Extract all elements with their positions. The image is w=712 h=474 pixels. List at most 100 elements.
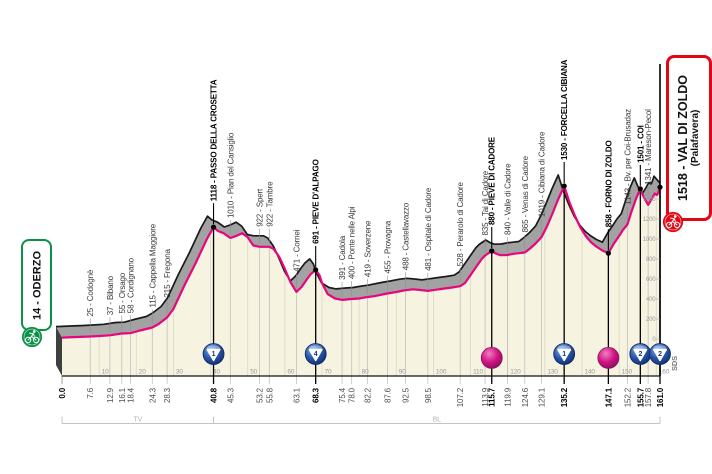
waypoint-label: 400 - Ponte nelle Alpi	[348, 206, 357, 279]
waypoint-label: 1010 - Pian del Cansiglio	[226, 132, 235, 218]
waypoint-label: 1019 - Cibiana di Cadore	[538, 131, 547, 217]
waypoint-label: 835 - Tai di Cadore	[481, 170, 490, 235]
gpm-category-number: 1	[562, 351, 566, 358]
distance-label: 12.9	[106, 387, 115, 403]
gpm-category-number: 2	[638, 351, 642, 358]
distance-label: 68.3	[312, 387, 321, 403]
finish-cyclist-icon	[662, 211, 684, 233]
y-axis-tick-label: 1400	[643, 197, 657, 203]
x-axis-tick-label: 40	[213, 369, 220, 376]
sprint-circle	[597, 347, 620, 369]
x-axis-tick-label: 30	[176, 369, 183, 376]
gpm-triangle	[557, 348, 572, 362]
gpm-triangle	[653, 348, 667, 362]
waypoint-label: 55 - Orsago	[118, 272, 127, 313]
y-axis-tick-label: 200	[646, 317, 656, 323]
sprint-s-icon	[480, 347, 503, 369]
waypoint-label: 58 - Cordignano	[126, 257, 135, 313]
province-label: BL	[433, 417, 442, 424]
distance-label: 161.0	[656, 387, 665, 407]
distance-label: 16.1	[118, 387, 127, 403]
waypoint-label: 922 - Tambre	[265, 181, 274, 227]
x-axis-tick-label: 60	[287, 369, 294, 376]
distance-label: 82.2	[363, 387, 372, 403]
x-axis-tick-label: 120	[510, 369, 521, 376]
sprint-circle	[480, 347, 503, 369]
waypoint-label: 880 - PIEVE DI CADORE	[488, 136, 497, 225]
distance-label: 124.6	[521, 387, 530, 407]
gpm-triangle	[206, 348, 221, 362]
waypoint-label: 419 - Soverzene	[363, 220, 372, 277]
finish-sublabel: (Palafavera)	[690, 109, 701, 167]
sprint-letter: S	[0, 0, 4, 7]
province-label: TV	[133, 417, 142, 424]
mountain-gpm-icon: 1	[553, 343, 576, 365]
x-axis-tick-label: 20	[139, 369, 146, 376]
x-axis-tick-label: 110	[473, 369, 483, 376]
finish-label-box: 1518 - VAL DI ZOLDO (Palafavera)	[666, 55, 712, 221]
distance-label: 107.2	[456, 387, 465, 407]
waypoint-dot	[637, 186, 643, 192]
distance-label: 75.4	[338, 387, 347, 403]
distance-label: 129.1	[538, 387, 547, 407]
start-label-box: 14 - ODERZO	[21, 239, 52, 331]
y-axis-tick-label: 0	[652, 337, 656, 343]
distance-label: 63.1	[292, 387, 301, 403]
waypoint-label: 115 - Cappella Maggiore	[148, 223, 157, 307]
distance-label: 98.5	[424, 387, 433, 403]
distance-label: 115.7	[488, 387, 497, 407]
waypoint-label: 1143 - Bv. per Coi-Brusadaz	[623, 109, 632, 205]
y-axis-tick-label: 1200	[643, 217, 657, 223]
waypoint-label: 481 - Ospitale di Cadore	[424, 187, 433, 271]
gpm-category-number: 2	[658, 351, 662, 358]
x-axis-tick-label: 90	[399, 369, 406, 376]
x-axis-tick-label: 50	[250, 369, 257, 376]
waypoint-label: 865 - Venas di Cadore	[521, 155, 530, 232]
gpm-triangle	[633, 348, 648, 362]
x-axis-tick-label: 140	[585, 369, 596, 376]
profile-area-fill	[62, 186, 660, 376]
y-axis-tick-label: 1000	[643, 237, 657, 243]
waypoint-label: 1118 - PASSO DELLA CROSETTA	[210, 79, 219, 201]
distance-label: 18.4	[126, 387, 135, 403]
x-axis-tick-label: 70	[325, 369, 332, 376]
distance-label: 92.5	[402, 387, 411, 403]
sprint-letter: S	[0, 0, 4, 7]
waypoint-dot	[489, 248, 495, 254]
waypoint-label: 691 - PIEVE D'ALPAGO	[312, 159, 321, 244]
x-axis-tick-label: 10	[102, 369, 109, 376]
waypoint-dot	[605, 250, 611, 256]
profile-line	[61, 184, 662, 339]
x-axis-tick-label: 160	[659, 369, 670, 376]
profile-band-edge	[55, 174, 661, 328]
y-axis-tick-label: 800	[646, 257, 656, 263]
distance-label: 40.8	[210, 387, 219, 403]
waypoint-dot	[210, 224, 217, 230]
mountain-gpm-icon: 2	[629, 343, 652, 365]
waypoint-label: 455 - Provagna	[383, 220, 392, 273]
distance-label: 7.6	[86, 387, 95, 398]
distance-label: 152.2	[623, 387, 632, 407]
distance-label: 0.0	[58, 387, 67, 398]
finish-label: 1518 - VAL DI ZOLDO	[676, 75, 690, 201]
sds-label: SDS	[670, 356, 679, 371]
waypoint-label: 1530 - FORCELLA CIBIANA	[560, 59, 569, 160]
waypoint-label: 528 - Perarolo di Cadore	[456, 181, 465, 266]
distance-label: 113.9	[481, 387, 490, 406]
x-axis-tick-label: 80	[362, 369, 369, 376]
waypoint-label: 37 - Bibano	[106, 275, 115, 315]
distance-label: 78.0	[348, 387, 357, 403]
mountain-gpm-icon: 4	[304, 343, 327, 365]
y-axis-tick-label: 600	[646, 277, 656, 283]
sprint-s-icon	[597, 347, 620, 369]
y-axis-tick-label: 400	[646, 297, 656, 303]
distance-label: 135.2	[560, 387, 569, 407]
waypoint-dot	[313, 267, 319, 273]
finish-label-group: 1518 - VAL DI ZOLDO (Palafavera)	[671, 61, 707, 215]
waypoint-label: 858 - FORNO DI ZOLDO	[604, 140, 613, 227]
waypoint-dot	[561, 183, 567, 189]
mountain-gpm-icon: 1	[202, 343, 225, 365]
mountain-gpm-icon: 2	[649, 343, 671, 365]
